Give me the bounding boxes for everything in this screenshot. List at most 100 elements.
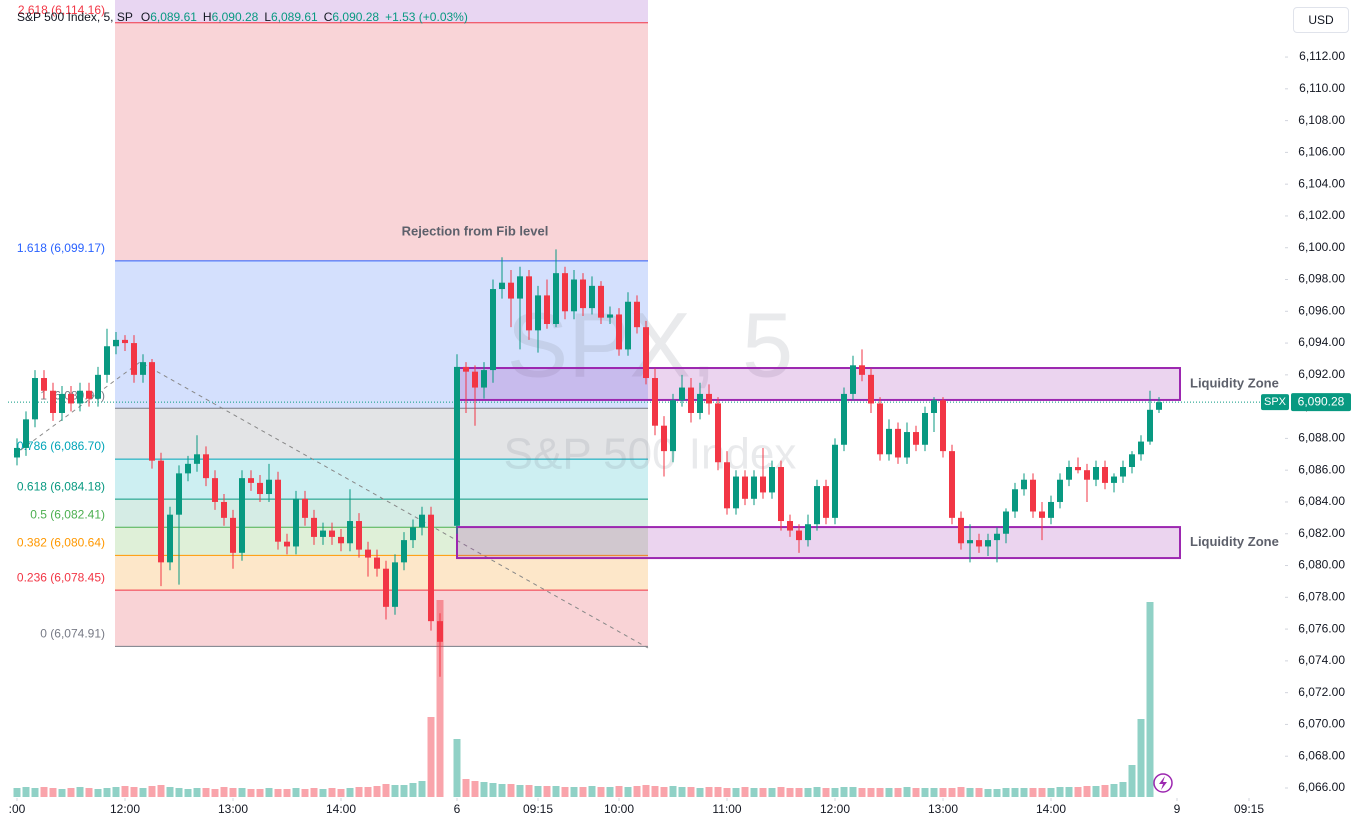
volume-bar — [148, 786, 156, 797]
replay-icon — [1153, 773, 1173, 793]
candle-body — [68, 393, 74, 404]
volume-bar — [1002, 788, 1010, 797]
volume-bar — [759, 788, 767, 797]
symbol-tag-label: SPX — [1264, 396, 1287, 408]
candle-body — [1084, 470, 1090, 480]
candle-body — [1066, 467, 1072, 480]
candle-body — [122, 339, 128, 344]
volume-bar — [1083, 786, 1091, 797]
volume-bar — [400, 785, 408, 797]
fib-label: 0.382 (6,080.64) — [17, 536, 105, 550]
y-tick-label: 6,084.00 — [1298, 494, 1345, 508]
candle-body — [1048, 501, 1054, 518]
candle-body — [841, 393, 847, 445]
volume-bar — [804, 788, 812, 797]
time-axis-bg — [0, 798, 1285, 829]
volume-bar — [292, 788, 300, 797]
volume-bar — [355, 787, 363, 797]
y-tick-label: 6,082.00 — [1298, 526, 1345, 540]
candle-body — [185, 463, 191, 474]
candle-body — [733, 476, 739, 509]
volume-bar — [121, 786, 129, 797]
x-tick-label: 11:00 — [712, 802, 741, 816]
candle-body — [23, 419, 29, 448]
volume-bar — [427, 717, 435, 797]
fib-label: 0.5 (6,082.41) — [30, 507, 105, 521]
legend-header: S&P 500 Index, 5, SP O 6,089.61 H 6,090.28… — [17, 10, 474, 24]
volume-bar — [283, 789, 291, 797]
volume-bar — [678, 787, 686, 797]
candle-body — [526, 276, 532, 331]
candle-body — [374, 557, 380, 569]
candle-body — [32, 378, 38, 420]
volume-bar — [849, 787, 857, 797]
volume-bar — [409, 783, 417, 797]
candle-body — [59, 393, 65, 413]
candle-body — [320, 530, 326, 537]
volume-bar — [957, 787, 965, 797]
volume-bar — [1047, 788, 1055, 797]
volume-bar — [624, 787, 632, 797]
volume-bar — [256, 789, 264, 797]
volume-bar — [786, 788, 794, 797]
volume-bar — [525, 785, 533, 797]
volume-bar — [346, 788, 354, 797]
y-tick-label: 6,088.00 — [1298, 431, 1345, 445]
candle-body — [742, 476, 748, 499]
candle-body — [221, 501, 227, 518]
candle-body — [634, 301, 640, 328]
volume-bar — [489, 783, 497, 797]
candle-body — [1039, 511, 1045, 518]
candle-body — [275, 479, 281, 542]
volume-bar — [184, 789, 192, 797]
candle-body — [293, 498, 299, 547]
fib-label: 0.786 (6,086.70) — [17, 439, 105, 453]
candle-body — [329, 530, 335, 537]
candle-body — [1093, 467, 1099, 480]
candle-body — [356, 521, 362, 550]
volume-bar — [40, 787, 48, 797]
volume-bar — [58, 789, 66, 797]
zone-label: Liquidity Zone — [1190, 534, 1279, 549]
candle-body — [778, 467, 784, 522]
fib-band — [115, 408, 648, 460]
volume-bar — [220, 787, 228, 797]
candle-body — [607, 314, 613, 318]
candle-body — [535, 295, 541, 331]
volume-bar — [1119, 782, 1127, 797]
volume-bar — [858, 788, 866, 797]
candle-body — [643, 327, 649, 379]
watermark-name: S&P 500 Index — [504, 430, 797, 479]
fib-label: 0 (6,074.91) — [40, 627, 105, 641]
volume-bar — [642, 785, 650, 797]
candle-body — [302, 498, 308, 518]
volume-bar — [1029, 788, 1037, 797]
volume-bar — [507, 784, 515, 797]
candle-body — [86, 390, 92, 399]
volume-bar — [777, 787, 785, 797]
volume-bar — [1128, 765, 1136, 797]
candle-body — [922, 412, 928, 445]
candle-body — [625, 301, 631, 350]
candle-body — [544, 295, 550, 324]
candle-body — [104, 346, 110, 375]
volume-bar — [462, 779, 470, 797]
candle-body — [392, 562, 398, 607]
volume-bar — [993, 789, 1001, 797]
currency-button[interactable]: USD — [1293, 7, 1349, 33]
candle-body — [149, 362, 155, 461]
volume-bar — [436, 600, 444, 797]
y-tick-label: 6,074.00 — [1298, 653, 1345, 667]
candle-body — [832, 444, 838, 518]
volume-bar — [1137, 719, 1145, 797]
volume-bar — [274, 789, 282, 797]
volume-bar — [193, 788, 201, 797]
candle-body — [895, 428, 901, 458]
candle-body — [679, 387, 685, 401]
x-tick-label: 12:00 — [820, 802, 850, 816]
candle-body — [508, 282, 514, 299]
candle-body — [724, 462, 730, 509]
candle-body — [589, 285, 595, 309]
price-tag — [1291, 393, 1351, 412]
